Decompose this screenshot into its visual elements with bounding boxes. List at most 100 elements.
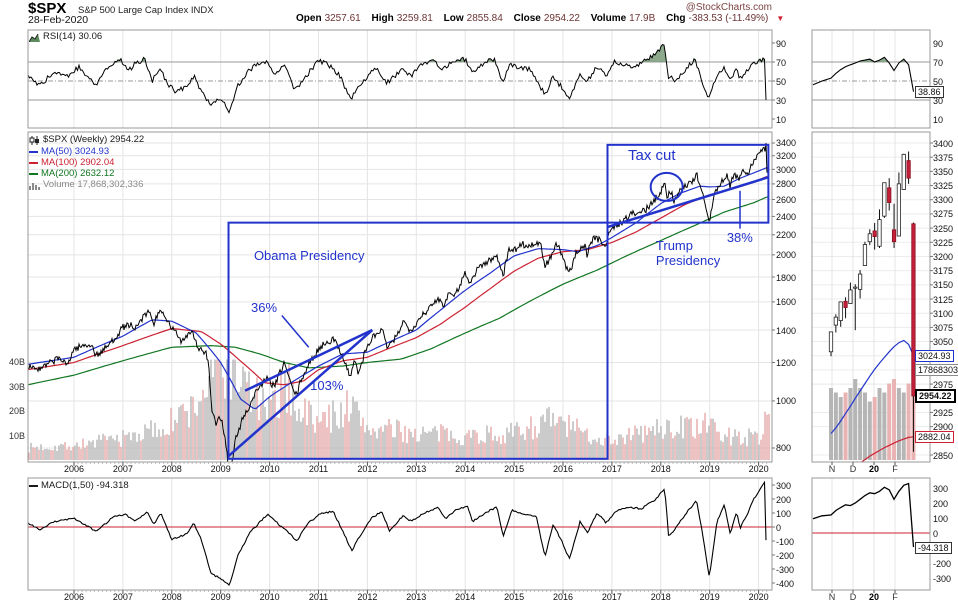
price-axis-label: 3200 (776, 151, 797, 162)
mini-price-axis-label: 3225 (933, 237, 954, 248)
mini-price-axis-label: 3350 (933, 166, 954, 177)
price-axis-label: 3000 (776, 164, 797, 175)
mini-price-axis-label: 2975 (933, 379, 954, 390)
ma200-legend: MA(200) 2632.12 (29, 169, 114, 179)
volume-value: 17.9B (629, 13, 656, 24)
annotation-103-percent: 103% (310, 377, 344, 393)
x-axis-year-label: 2012 (357, 464, 378, 474)
mini-x-axis-month-label: D (849, 592, 857, 602)
mini-macd-axis-label: -300 (933, 573, 952, 584)
price-axis-label: 1200 (776, 358, 797, 368)
x-axis-year-label: 2019 (699, 464, 720, 474)
x-axis-year-label: 2009 (210, 464, 231, 474)
x-axis-year-label: 2008 (161, 592, 182, 602)
mini-x-axis-month-label: D (849, 464, 857, 474)
mini-price-axis-label: 3050 (933, 337, 954, 348)
annotation-trump-presidency: Trump Presidency (656, 238, 720, 268)
open-value: 3257.61 (324, 13, 361, 24)
price-axis-label: 1400 (776, 325, 797, 336)
x-axis-year-label: 2008 (161, 464, 182, 474)
mini-price-axis-label: 3375 (933, 152, 954, 163)
macd-value-callout: -94.318 (915, 542, 952, 554)
price-axis-label: 2000 (776, 250, 797, 261)
rsi-axis-label: 70 (776, 57, 787, 68)
x-axis-year-label: 2013 (406, 592, 427, 602)
price-axis-label: 1000 (776, 396, 797, 407)
x-axis-year-label: 2017 (601, 464, 622, 474)
ticker-symbol: $SPX (28, 0, 67, 17)
macd-axis-label: -100 (776, 536, 795, 547)
mini-x-axis-month-label: 20 (868, 592, 879, 602)
x-axis-year-label: 2018 (650, 592, 671, 602)
line-swatch-icon (29, 485, 38, 487)
chart-date: 28-Feb-2020 (28, 14, 89, 26)
mini-x-axis-month-label: F (892, 592, 898, 602)
high-value: 3259.81 (396, 13, 433, 24)
x-axis-year-label: 2011 (308, 464, 329, 474)
rsi-axis-label: 50 (776, 76, 787, 87)
mini-x-axis-month-label: N (828, 592, 836, 602)
x-axis-year-label: 2013 (406, 464, 427, 474)
x-axis-year-label: 2019 (699, 592, 720, 602)
x-axis-year-label: 2015 (504, 592, 525, 602)
macd-axis-label: -300 (776, 564, 795, 575)
close-value-callout: 2954.22 (915, 389, 956, 403)
mini-price-axis-label: 3150 (933, 280, 954, 291)
price-axis-label: 2800 (776, 179, 797, 190)
price-axis-label: 2200 (776, 230, 797, 241)
mini-price-axis-label: 3300 (933, 195, 954, 206)
ma50-value-callout: 3024.93 (915, 350, 954, 362)
annotation-38-percent: 38% (726, 229, 753, 245)
mini-x-axis-month-label: F (892, 464, 898, 474)
annotation-tax-cut: Tax cut (628, 147, 676, 165)
ma100-legend: MA(100) 2902.04 (29, 158, 114, 168)
macd-axis-label: -200 (776, 550, 795, 561)
mini-price-axis-label: 3200 (933, 251, 954, 262)
close-value: 2954.22 (543, 13, 580, 24)
mini-rsi-axis-label: 30 (933, 95, 944, 106)
mini-price-axis-label: 2900 (933, 422, 954, 433)
rsi-axis-label: 10 (776, 114, 787, 125)
mini-macd-axis-label: -200 (933, 558, 952, 569)
price-axis-label: 2400 (776, 211, 797, 222)
macd-axis-label: 100 (776, 508, 792, 519)
down-arrow-icon: ▼ (776, 14, 785, 23)
x-axis-year-label: 2014 (455, 592, 476, 602)
x-axis-year-label: 2020 (748, 592, 769, 602)
high-label: High (371, 13, 394, 24)
mini-macd-axis-label: 100 (933, 513, 949, 524)
x-axis-year-label: 2018 (650, 464, 671, 474)
rsi-axis-label: 30 (776, 95, 787, 106)
macd-axis-label: 200 (776, 494, 792, 505)
mini-rsi-axis-label: 90 (933, 38, 944, 49)
mini-macd-axis-label: 300 (933, 483, 949, 494)
price-axis-label: 3400 (776, 138, 797, 149)
macd-axis-label: -400 (776, 578, 795, 589)
open-label: Open (296, 13, 322, 24)
area-chart-icon (29, 33, 40, 42)
close-label: Close (513, 13, 541, 24)
ma50-legend-label: MA(50) 3024.93 (41, 146, 110, 157)
mini-price-axis-label: 3075 (933, 322, 954, 333)
volume-value-callout: 17868303 (915, 364, 958, 376)
ma100-value-callout: 2882.04 (915, 431, 954, 443)
macd-axis-label: 0 (776, 522, 782, 533)
x-axis-year-label: 2014 (455, 464, 476, 474)
price-legend-label: $SPX (Weekly) 2954.22 (43, 134, 145, 145)
volume-bars-icon (29, 182, 40, 190)
low-label: Low (443, 13, 464, 24)
price-legend: $SPX (Weekly) 2954.22 (29, 135, 144, 145)
mini-price-axis-label: 3125 (933, 294, 954, 305)
annotation-trump-line1: Trump (655, 237, 693, 253)
candlestick-icon (29, 135, 39, 145)
x-axis-year-label: 2006 (63, 592, 85, 602)
x-axis-year-label: 2009 (210, 592, 231, 602)
chart-title: S&P 500 Large Cap Index INDX (78, 5, 214, 16)
mini-price-axis-label: 3400 (933, 138, 954, 149)
volume-axis-label: 20B (8, 406, 25, 416)
x-axis-year-label: 2017 (601, 592, 622, 602)
price-axis-label: 1800 (776, 272, 797, 283)
x-axis-year-label: 2007 (112, 592, 133, 602)
